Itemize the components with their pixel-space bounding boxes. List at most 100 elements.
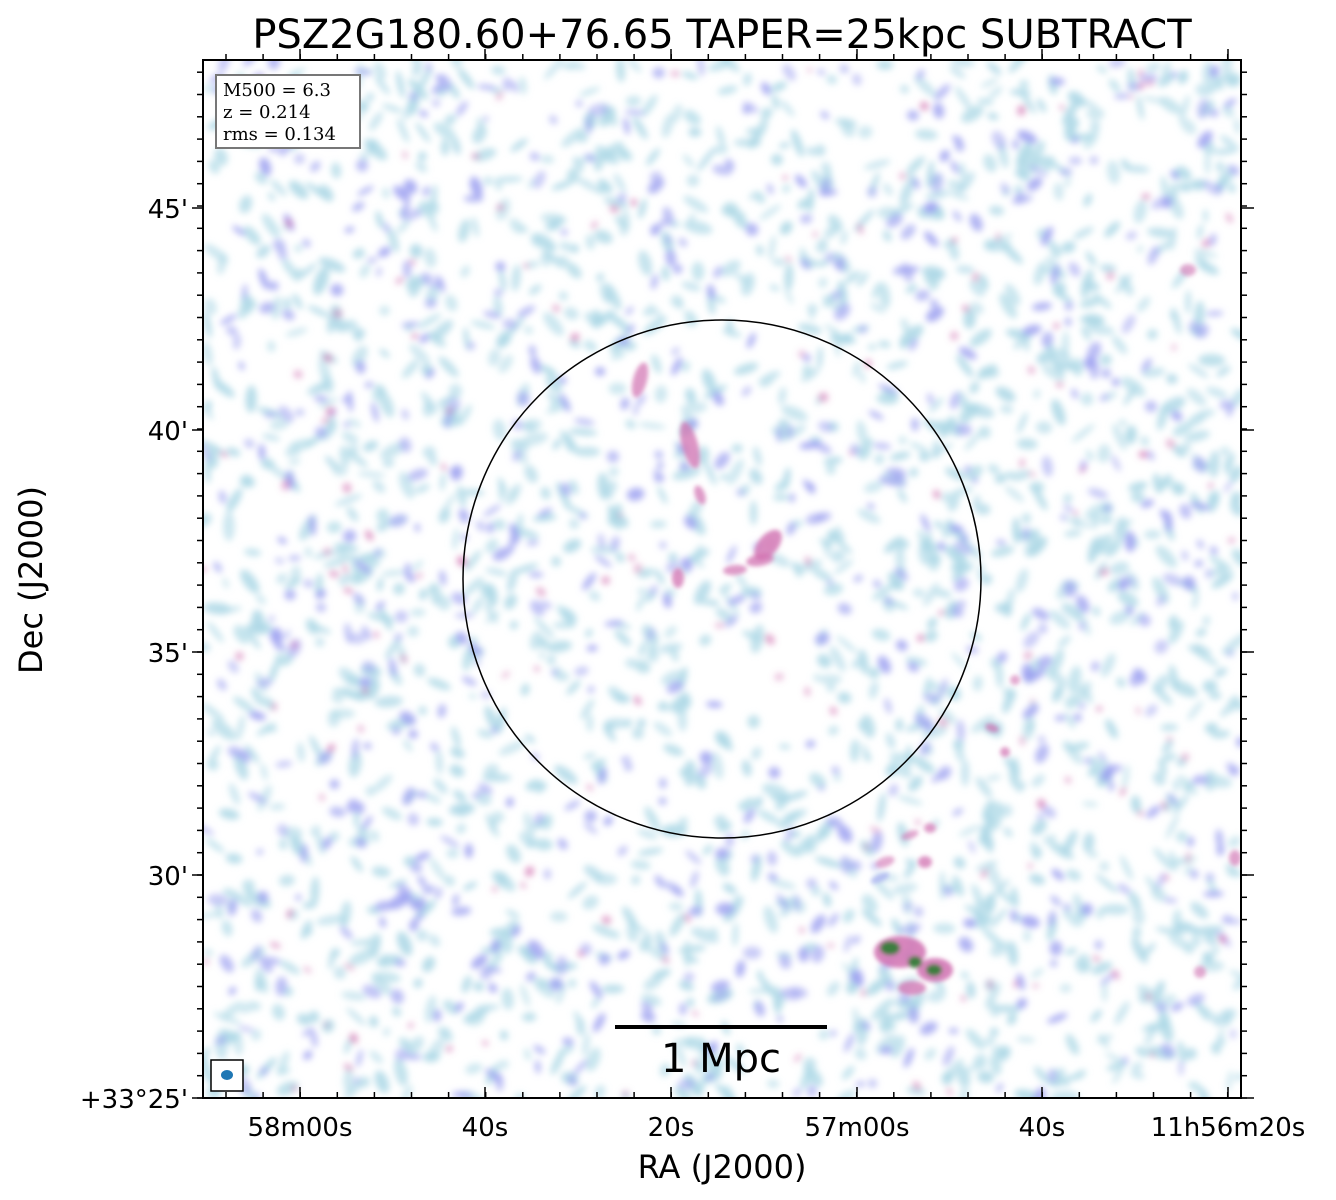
noise-blob — [973, 1053, 987, 1067]
noise-blob — [641, 94, 658, 117]
noise-blob — [1195, 627, 1207, 637]
noise-blob — [823, 456, 843, 466]
noise-blob — [722, 883, 737, 894]
noise-blob — [603, 197, 629, 209]
noise-blob — [853, 574, 863, 583]
noise-blob — [919, 741, 931, 756]
noise-blob — [1073, 510, 1079, 516]
noise-blob — [1138, 450, 1149, 459]
noise-blob — [496, 707, 507, 735]
source-blob — [908, 956, 922, 968]
noise-blob — [408, 729, 418, 739]
noise-blob — [1066, 869, 1082, 881]
noise-blob — [315, 589, 326, 600]
noise-blob — [564, 433, 574, 453]
noise-blob — [254, 172, 268, 185]
noise-blob — [479, 582, 495, 599]
noise-blob — [763, 905, 778, 934]
noise-blob — [440, 138, 450, 156]
noise-blob — [1234, 118, 1241, 134]
noise-blob — [955, 265, 975, 274]
noise-blob — [929, 681, 940, 692]
noise-blob — [323, 556, 350, 568]
noise-blob — [782, 809, 808, 822]
noise-blob — [748, 132, 761, 149]
noise-blob — [1206, 310, 1224, 317]
axis-ticks — [192, 49, 1254, 1099]
noise-blob — [948, 1027, 959, 1035]
noise-blob — [457, 68, 475, 90]
noise-blob — [574, 666, 589, 676]
noise-blob — [1175, 830, 1188, 843]
noise-blob — [1208, 450, 1220, 478]
noise-blob — [343, 587, 354, 594]
noise-blob — [283, 629, 291, 640]
noise-blob — [395, 1048, 408, 1061]
noise-blob — [956, 354, 974, 378]
plot-frame — [202, 59, 1242, 1099]
source-blob — [694, 485, 706, 505]
noise-blob — [357, 185, 374, 196]
noise-blob — [584, 628, 593, 638]
noise-blob — [905, 284, 918, 294]
noise-blob — [1177, 1040, 1187, 1064]
noise-blob — [897, 822, 909, 847]
noise-blob — [1145, 62, 1161, 72]
noise-blob — [323, 353, 333, 363]
noise-blob — [651, 354, 662, 374]
noise-blob — [329, 708, 356, 719]
noise-blob — [1109, 561, 1130, 575]
noise-blob — [754, 1001, 765, 1017]
noise-blob — [348, 949, 376, 966]
noise-blob — [400, 654, 408, 664]
noise-blob — [527, 177, 536, 189]
noise-blob — [1121, 1056, 1129, 1065]
noise-blob — [1114, 1001, 1130, 1025]
noise-blob — [411, 60, 423, 72]
noise-blob — [1185, 290, 1192, 314]
noise-blob — [407, 1022, 414, 1029]
noise-blob — [663, 744, 684, 756]
noise-blob — [1165, 814, 1180, 840]
bright-sources — [631, 264, 1241, 995]
noise-blob — [285, 327, 308, 337]
noise-blob — [1135, 1046, 1150, 1058]
noise-blob — [954, 86, 973, 111]
noise-blob — [331, 162, 342, 179]
noise-blob — [953, 856, 966, 869]
noise-blob — [913, 906, 924, 917]
noise-blob — [1098, 515, 1113, 525]
noise-blob — [594, 156, 604, 172]
noise-blob — [914, 75, 937, 97]
noise-blob — [451, 726, 461, 748]
noise-blob — [388, 657, 398, 677]
noise-blob — [978, 426, 991, 439]
noise-blob — [761, 82, 771, 96]
noise-blob — [374, 76, 391, 95]
noise-blob — [338, 573, 352, 586]
noise-blob — [413, 978, 423, 988]
noise-blob — [749, 468, 763, 485]
noise-blob — [925, 722, 934, 732]
noise-blob — [1088, 359, 1100, 380]
noise-blob — [743, 808, 755, 824]
noise-blob — [1043, 834, 1057, 844]
noise-blob — [484, 705, 499, 731]
noise-blob — [1229, 465, 1241, 483]
noise-blob — [1152, 473, 1163, 494]
noise-blob — [786, 424, 794, 439]
noise-blob — [806, 1085, 818, 1098]
noise-blob — [470, 320, 496, 330]
noise-blob — [990, 907, 1008, 928]
source-blob — [924, 823, 936, 833]
noise-blob — [496, 203, 504, 212]
noise-blob — [1190, 901, 1209, 919]
noise-blob — [1109, 610, 1131, 625]
noise-blob — [407, 625, 419, 637]
noise-blob — [1004, 485, 1025, 503]
noise-blob — [540, 486, 551, 500]
noise-blob — [589, 981, 603, 999]
noise-blob — [414, 851, 431, 862]
noise-blob — [683, 310, 694, 317]
noise-blob — [1181, 753, 1190, 762]
